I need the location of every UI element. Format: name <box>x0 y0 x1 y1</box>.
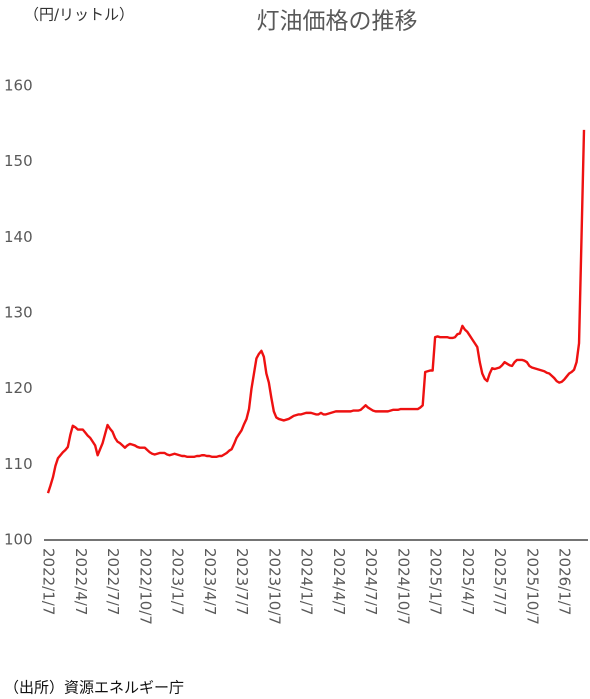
y-tick-label: 130 <box>4 304 33 322</box>
x-tick-label: 2022/1/7 <box>40 548 58 615</box>
x-tick-label: 2024/4/7 <box>330 548 348 615</box>
source-note: （出所）資源エネルギー庁 <box>4 679 184 697</box>
y-axis-unit: （円/リットル） <box>24 6 134 24</box>
x-tick-label: 2026/1/7 <box>556 548 574 615</box>
x-tick-label: 2023/10/7 <box>265 548 283 625</box>
x-tick-label: 2023/1/7 <box>169 548 187 615</box>
y-tick-label: 140 <box>4 228 33 246</box>
x-tick-label: 2025/10/7 <box>523 548 541 625</box>
x-tick-label: 2024/10/7 <box>394 548 412 625</box>
x-tick-label: 2024/7/7 <box>362 548 380 615</box>
x-tick-label: 2022/10/7 <box>136 548 154 625</box>
y-tick-label: 110 <box>4 455 33 473</box>
y-tick-label: 150 <box>4 152 33 170</box>
y-tick-label: 120 <box>4 379 33 397</box>
x-tick-label: 2022/7/7 <box>104 548 122 615</box>
y-tick-label: 100 <box>4 531 33 549</box>
chart-title: 灯油価格の推移 <box>257 9 418 35</box>
x-tick-label: 2025/4/7 <box>459 548 477 615</box>
x-tick-label: 2023/7/7 <box>233 548 251 615</box>
x-tick-label: 2024/1/7 <box>298 548 316 615</box>
x-tick-label: 2025/1/7 <box>427 548 445 615</box>
price-line <box>46 129 586 494</box>
y-tick-label: 160 <box>4 77 33 95</box>
x-tick-label: 2025/7/7 <box>491 548 509 615</box>
x-tick-label: 2023/4/7 <box>201 548 219 615</box>
x-tick-label: 2022/4/7 <box>72 548 90 615</box>
